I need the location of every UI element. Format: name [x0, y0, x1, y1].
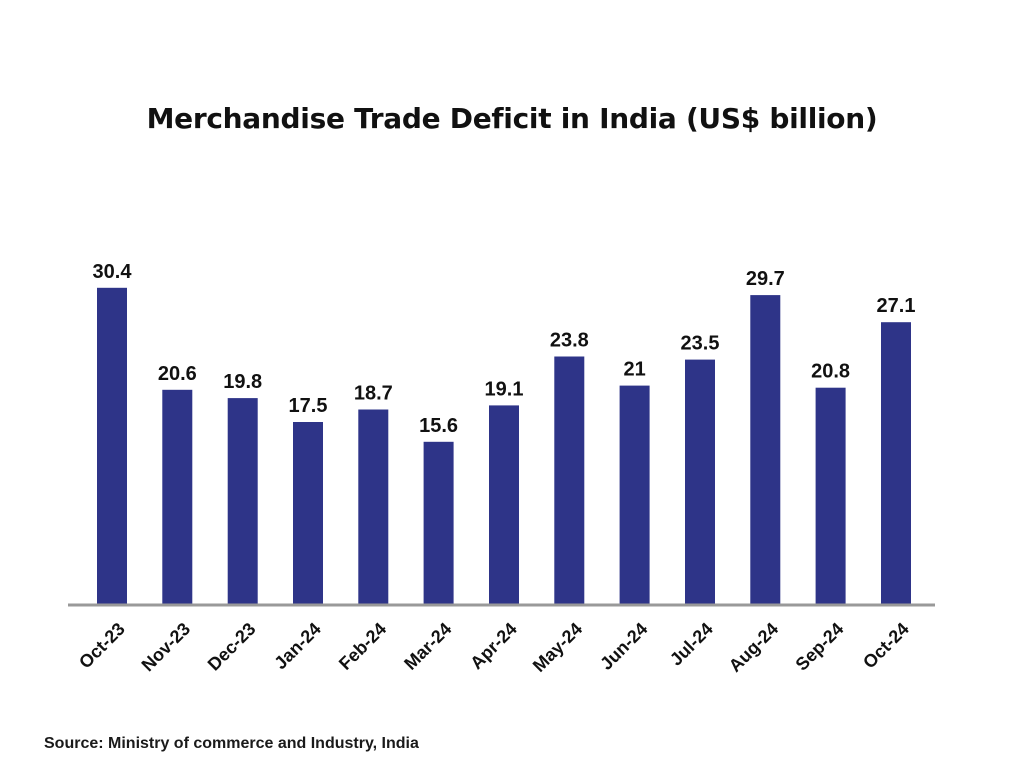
- value-label-nov-23: 20.6: [158, 363, 197, 385]
- value-label-may-24: 23.8: [550, 330, 589, 352]
- x-tick-label-jul-24: Jul-24: [666, 619, 717, 670]
- bar-nov-23: [162, 389, 193, 604]
- bar-oct-24: [881, 322, 911, 604]
- bar-jul-24: [685, 359, 715, 604]
- source-note: Source: Ministry of commerce and Industr…: [44, 735, 419, 752]
- value-label-sep-24: 20.8: [811, 361, 850, 383]
- bar-feb-24: [358, 409, 389, 604]
- value-label-aug-24: 29.7: [746, 268, 785, 290]
- bar-oct-23: [97, 287, 127, 604]
- bar-sep-24: [815, 387, 846, 604]
- value-label-mar-24: 15.6: [419, 415, 458, 437]
- value-label-oct-24: 27.1: [877, 295, 916, 317]
- value-labels-layer: 30.4 20.6 19.8 17.5 18.7 15.6 19.1 23.8 21 23.5 29…: [93, 261, 916, 437]
- bar-apr-24: [489, 405, 519, 604]
- value-label-jul-24: 23.5: [681, 333, 720, 355]
- x-tick-label-oct-23: Oct-23: [75, 619, 129, 673]
- x-tick-labels-layer: Oct-23 Nov-23 Dec-23 Jan-24 Feb-24 Mar-24 Apr-…: [75, 619, 913, 676]
- x-tick-label-oct-24: Oct-24: [859, 619, 913, 673]
- x-tick-label-feb-24: Feb-24: [335, 619, 390, 674]
- value-label-jun-24: 21: [623, 359, 645, 381]
- bar-dec-23: [227, 398, 258, 604]
- value-label-apr-24: 19.1: [485, 378, 524, 400]
- bars-layer: [97, 287, 911, 604]
- value-label-dec-23: 19.8: [223, 371, 262, 393]
- bar-may-24: [554, 356, 585, 604]
- x-tick-label-mar-24: Mar-24: [400, 619, 455, 674]
- x-tick-label-nov-23: Nov-23: [138, 619, 195, 676]
- x-tick-label-may-24: May-24: [529, 619, 586, 676]
- x-tick-label-jun-24: Jun-24: [596, 619, 651, 674]
- bar-aug-24: [750, 295, 781, 604]
- value-label-oct-23: 30.4: [93, 261, 133, 283]
- x-tick-label-dec-23: Dec-23: [204, 619, 260, 675]
- value-label-feb-24: 18.7: [354, 383, 393, 405]
- bar-mar-24: [423, 441, 454, 604]
- x-tick-label-sep-24: Sep-24: [792, 619, 848, 675]
- x-tick-label-apr-24: Apr-24: [466, 619, 520, 673]
- bar-jan-24: [293, 422, 323, 604]
- value-label-jan-24: 17.5: [289, 395, 328, 417]
- x-tick-label-aug-24: Aug-24: [725, 619, 782, 676]
- chart-title: Merchandise Trade Deficit in India (US$ …: [146, 102, 878, 135]
- bar-jun-24: [619, 385, 650, 604]
- x-tick-label-jan-24: Jan-24: [270, 619, 324, 673]
